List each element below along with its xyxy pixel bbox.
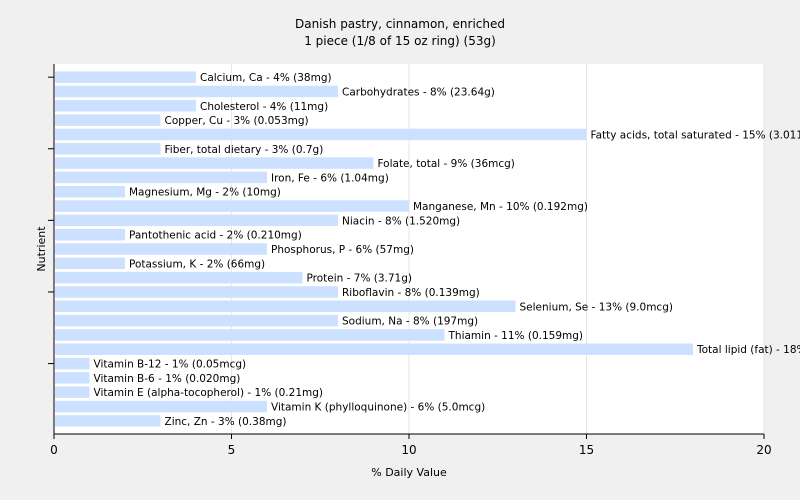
x-tick-label: 10 (401, 443, 416, 457)
bar-label: Vitamin K (phylloquinone) - 6% (5.0mcg) (271, 402, 485, 414)
x-tick-label: 5 (228, 443, 236, 457)
axes-group: 0 5 10 15 20 (48, 64, 772, 457)
bar-label: Thiamin - 11% (0.159mg) (448, 330, 584, 342)
bar (55, 257, 125, 270)
bar (55, 171, 267, 184)
bar-label: Total lipid (fat) - 18% (11.87g) (696, 344, 800, 356)
bar-label: Cholesterol - 4% (11mg) (200, 101, 328, 113)
bar-label: Carbohydrates - 8% (23.64g) (342, 86, 495, 98)
bar-label: Phosphorus, P - 6% (57mg) (271, 244, 414, 256)
bar-label: Zinc, Zn - 3% (0.38mg) (165, 416, 287, 428)
bar-label: Pantothenic acid - 2% (0.210mg) (129, 230, 302, 242)
x-tick-label: 20 (756, 443, 771, 457)
bar (55, 314, 338, 327)
bar (55, 228, 125, 241)
bar-label: Copper, Cu - 3% (0.053mg) (165, 115, 309, 127)
bar-label: Vitamin E (alpha-tocopherol) - 1% (0.21m… (94, 387, 324, 399)
bar (55, 128, 587, 141)
bar-label: Calcium, Ca - 4% (38mg) (200, 72, 332, 84)
bar (55, 114, 161, 126)
y-axis-label: Nutrient (35, 226, 48, 272)
bar-label: Folate, total - 9% (36mcg) (378, 158, 515, 170)
bar (55, 357, 90, 370)
chart-subtitle: 1 piece (1/8 of 15 oz ring) (53g) (304, 34, 496, 48)
bar (55, 271, 303, 284)
bar-label: Sodium, Na - 8% (197mg) (342, 316, 478, 328)
bar (55, 343, 693, 355)
chart-title: Danish pastry, cinnamon, enriched (295, 17, 505, 31)
bar-label: Potassium, K - 2% (66mg) (129, 258, 265, 270)
bar (55, 372, 90, 384)
x-tick-label: 15 (579, 443, 594, 457)
bar-label: Fatty acids, total saturated - 15% (3.01… (591, 129, 800, 141)
bar (55, 85, 338, 98)
bar-label: Manganese, Mn - 10% (0.192mg) (413, 201, 588, 213)
bar (55, 386, 90, 398)
bar (55, 286, 338, 298)
bar (55, 243, 267, 255)
bar-label: Selenium, Se - 13% (9.0mcg) (520, 301, 673, 313)
bars-group (55, 71, 693, 427)
bar (55, 157, 374, 169)
x-tick-label: 0 (50, 443, 58, 457)
bar-label: Fiber, total dietary - 3% (0.7g) (165, 144, 324, 156)
bar (55, 300, 516, 313)
bar-label: Protein - 7% (3.71g) (307, 273, 413, 285)
bar-labels-group: Calcium, Ca - 4% (38mg) Carbohydrates - 8… (94, 72, 800, 428)
bar-label: Riboflavin - 8% (0.139mg) (342, 287, 480, 299)
bar-label: Vitamin B-12 - 1% (0.05mcg) (94, 359, 247, 371)
bar (55, 200, 409, 212)
bar (55, 329, 445, 341)
x-axis-label: % Daily Value (371, 466, 447, 479)
bar-label: Iron, Fe - 6% (1.04mg) (271, 172, 389, 184)
bar-label: Niacin - 8% (1.520mg) (342, 215, 460, 227)
bar (55, 400, 267, 413)
bar (55, 415, 161, 427)
bar (55, 100, 196, 112)
bar (55, 185, 125, 198)
bar (55, 214, 338, 227)
bar-label: Magnesium, Mg - 2% (10mg) (129, 187, 281, 199)
bar (55, 71, 196, 83)
bar-label: Vitamin B-6 - 1% (0.020mg) (94, 373, 241, 385)
bar (55, 143, 161, 155)
